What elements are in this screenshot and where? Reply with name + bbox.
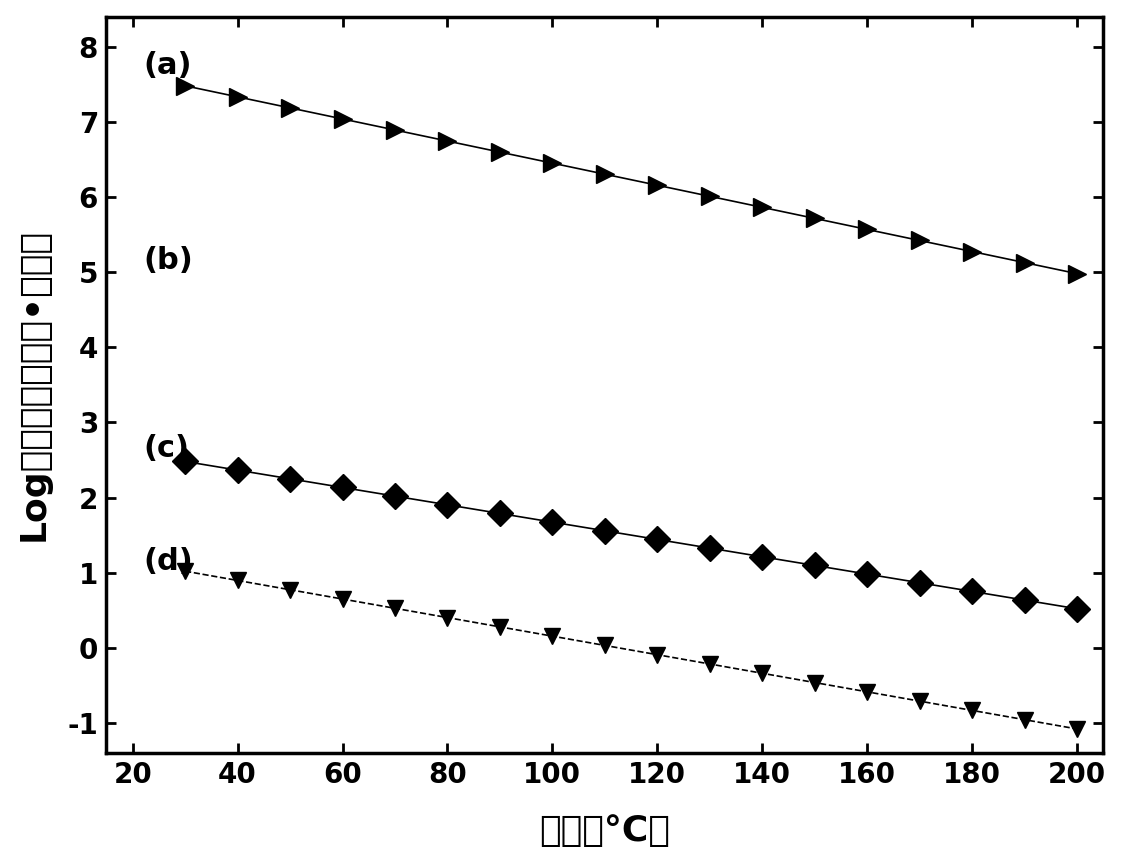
Text: (c): (c) [143,434,189,463]
Text: (a): (a) [143,51,191,80]
Text: (b): (b) [143,247,193,275]
Y-axis label: Log［电阻率（欧姆•米）］: Log［电阻率（欧姆•米）］ [17,228,51,541]
X-axis label: 温度（°C）: 温度（°C） [539,814,670,849]
Text: (d): (d) [143,547,193,576]
